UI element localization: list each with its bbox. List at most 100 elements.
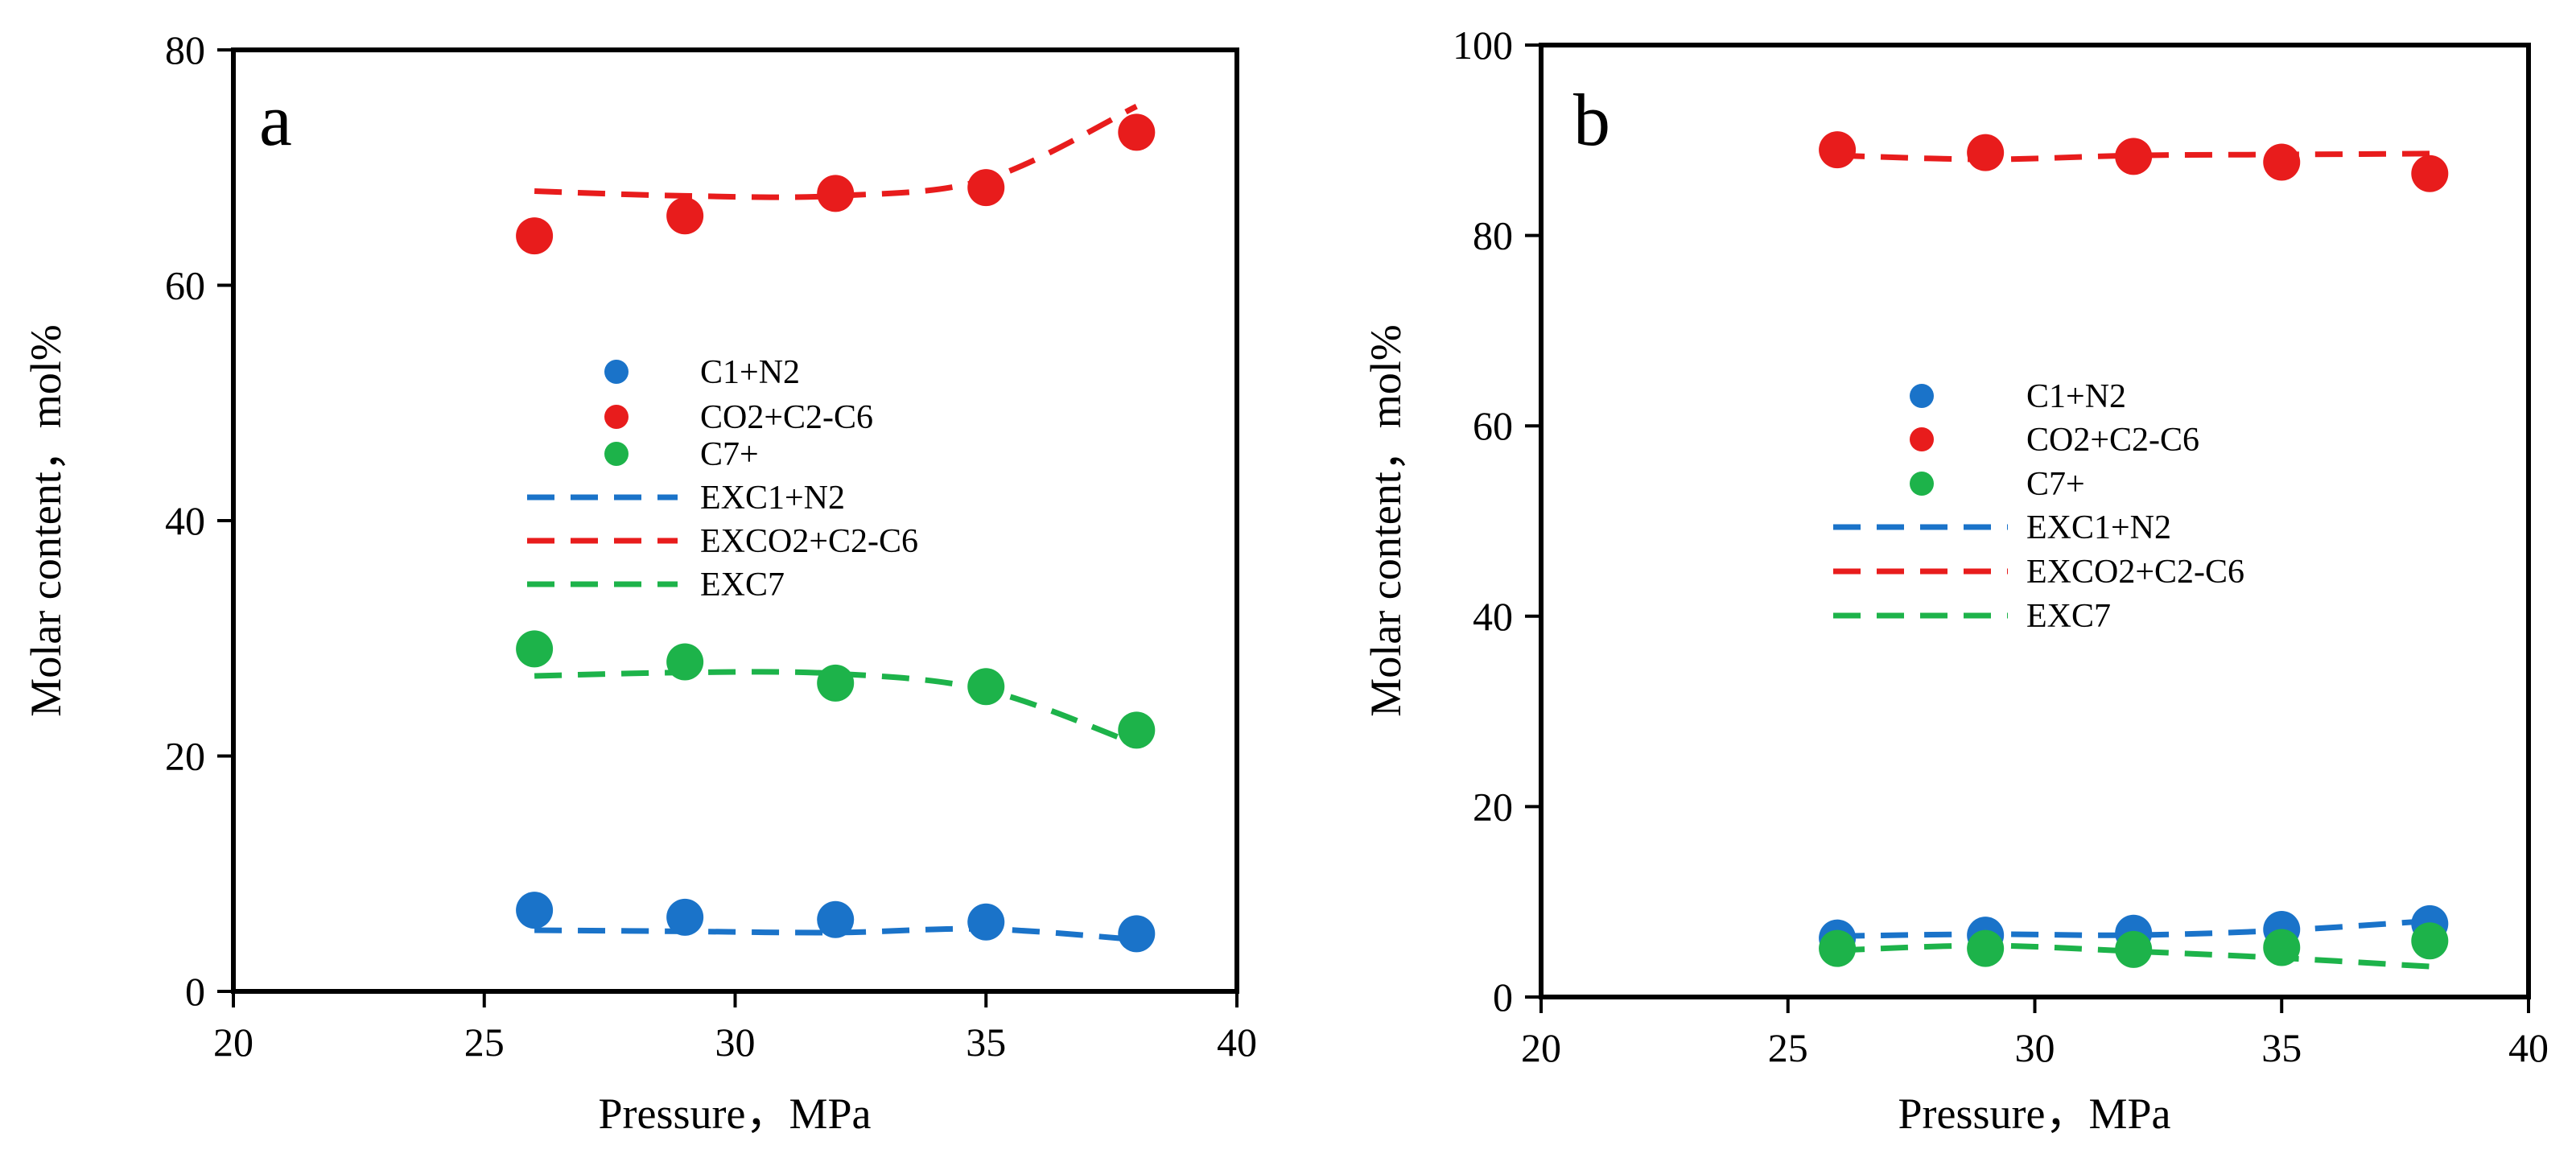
series-line-exco2-c2-c6 — [1837, 150, 2430, 163]
data-point-c7- — [967, 668, 1005, 706]
legend-marker — [1910, 427, 1934, 451]
legend-item-co2-c2-c6: CO2+C2-C6 — [604, 399, 873, 436]
legend-label: CO2+C2-C6 — [2026, 422, 2199, 459]
data-point-co2-c2-c6 — [2115, 138, 2153, 175]
y-tick-label: 0 — [185, 969, 205, 1014]
legend-label: C1+N2 — [2026, 378, 2126, 415]
legend-marker — [604, 442, 629, 466]
dashed-series-group — [534, 104, 1138, 943]
x-tick-label: 35 — [2261, 1025, 2302, 1070]
point-series-group — [1819, 131, 2449, 968]
data-point-c7- — [1967, 929, 2005, 967]
data-point-co2-c2-c6 — [967, 169, 1005, 207]
y-axis-title: Molar content，mol% — [1362, 324, 1410, 716]
x-tick-label: 35 — [966, 1020, 1006, 1065]
x-tick-label: 30 — [2015, 1025, 2055, 1070]
panel-label: a — [259, 79, 292, 161]
y-tick-label: 60 — [1473, 403, 1513, 448]
legend-item-c7-plus: C7+ — [1910, 466, 2085, 503]
data-point-co2-c2-c6 — [2411, 155, 2449, 192]
y-tick-label: 80 — [1473, 213, 1513, 258]
data-point-c7- — [516, 630, 554, 668]
data-point-c1-n2 — [666, 898, 704, 936]
legend: C1+N2 CO2+C2-C6 C7+ EXC1+N2 EXCO2+C2-C6 … — [527, 354, 918, 604]
y-tick-label: 20 — [1473, 784, 1513, 829]
x-axis-title: Pressure，MPa — [599, 1090, 872, 1138]
point-series-group — [516, 113, 1156, 953]
legend-item-exc7: EXC7 — [527, 567, 785, 604]
legend-label: EXCO2+C2-C6 — [700, 523, 918, 560]
legend-item-exco2-c2-c6: EXCO2+C2-C6 — [1833, 554, 2244, 591]
data-point-co2-c2-c6 — [1118, 113, 1156, 151]
data-point-co2-c2-c6 — [1819, 131, 1857, 169]
data-point-co2-c2-c6 — [516, 217, 554, 255]
series-line-exc1-n2 — [1837, 917, 2430, 939]
y-tick-label: 100 — [1453, 23, 1513, 68]
x-axis-title: Pressure，MPa — [1898, 1090, 2171, 1138]
data-point-c7- — [817, 664, 855, 702]
legend-label: C1+N2 — [700, 354, 800, 391]
x-tick-label: 20 — [213, 1020, 253, 1065]
series-line-exco2-c2-c6 — [534, 104, 1138, 200]
legend-item-exc1-n2: EXC1+N2 — [527, 480, 845, 517]
data-point-co2-c2-c6 — [2263, 143, 2301, 181]
x-tick-label: 20 — [1521, 1025, 1561, 1070]
legend-item-exco2-c2-c6: EXCO2+C2-C6 — [527, 523, 918, 560]
data-point-c7- — [1819, 929, 1857, 967]
x-tick-label: 25 — [1768, 1025, 1808, 1070]
legend-label: EXC1+N2 — [2026, 509, 2171, 546]
y-tick-label: 60 — [165, 263, 205, 308]
legend-label: EXC7 — [700, 567, 785, 604]
legend-label: C7+ — [700, 436, 759, 473]
data-point-c7- — [2263, 929, 2301, 966]
y-tick-label: 40 — [165, 498, 205, 543]
data-point-c1-n2 — [1118, 915, 1156, 953]
legend-marker — [604, 405, 629, 429]
series-line-exc7 — [534, 669, 1138, 748]
dashed-series-group — [1836, 150, 2430, 970]
legend-item-c7-plus: C7+ — [604, 436, 759, 473]
legend-label: EXC1+N2 — [700, 480, 845, 517]
x-tick-label: 40 — [1217, 1020, 1257, 1065]
x-tick-label: 25 — [464, 1020, 505, 1065]
data-point-c1-n2 — [817, 900, 855, 938]
legend-marker — [604, 360, 629, 384]
legend-label: EXC7 — [2026, 598, 2111, 635]
legend-label: EXCO2+C2-C6 — [2026, 554, 2244, 591]
legend-label: CO2+C2-C6 — [700, 399, 873, 436]
y-tick-label: 20 — [165, 734, 205, 779]
series-line-exc7 — [1836, 942, 2430, 970]
legend-item-exc7: EXC7 — [1833, 598, 2111, 635]
y-tick-label: 80 — [165, 27, 205, 72]
legend-item-co2-c2-c6: CO2+C2-C6 — [1910, 422, 2199, 459]
legend-marker — [1910, 384, 1934, 408]
data-point-co2-c2-c6 — [1967, 134, 2005, 171]
data-point-co2-c2-c6 — [666, 197, 704, 235]
series-line-exc1-n2 — [534, 925, 1137, 943]
legend: C1+N2 CO2+C2-C6 C7+ EXC1+N2 EXCO2+C2-C6 … — [1833, 378, 2244, 635]
legend-item-c1-n2: C1+N2 — [604, 354, 800, 391]
panel-label: b — [1573, 79, 1610, 161]
data-point-c7- — [1118, 711, 1156, 749]
legend-item-c1-n2: C1+N2 — [1910, 378, 2126, 415]
data-point-c1-n2 — [516, 892, 554, 929]
y-tick-label: 40 — [1473, 594, 1513, 639]
data-point-c7- — [2411, 922, 2449, 960]
y-tick-label: 0 — [1493, 974, 1513, 1020]
data-point-c7- — [2115, 930, 2153, 968]
plot-frame — [231, 47, 1239, 994]
x-tick-label: 40 — [2508, 1025, 2549, 1070]
legend-item-exc1-n2: EXC1+N2 — [1833, 509, 2171, 546]
data-point-c1-n2 — [967, 903, 1005, 941]
data-point-co2-c2-c6 — [817, 175, 855, 212]
legend-marker — [1910, 472, 1934, 496]
data-point-c7- — [666, 643, 704, 681]
y-axis-title: Molar content，mol% — [22, 324, 70, 716]
legend-label: C7+ — [2026, 466, 2085, 503]
x-tick-label: 30 — [715, 1020, 756, 1065]
